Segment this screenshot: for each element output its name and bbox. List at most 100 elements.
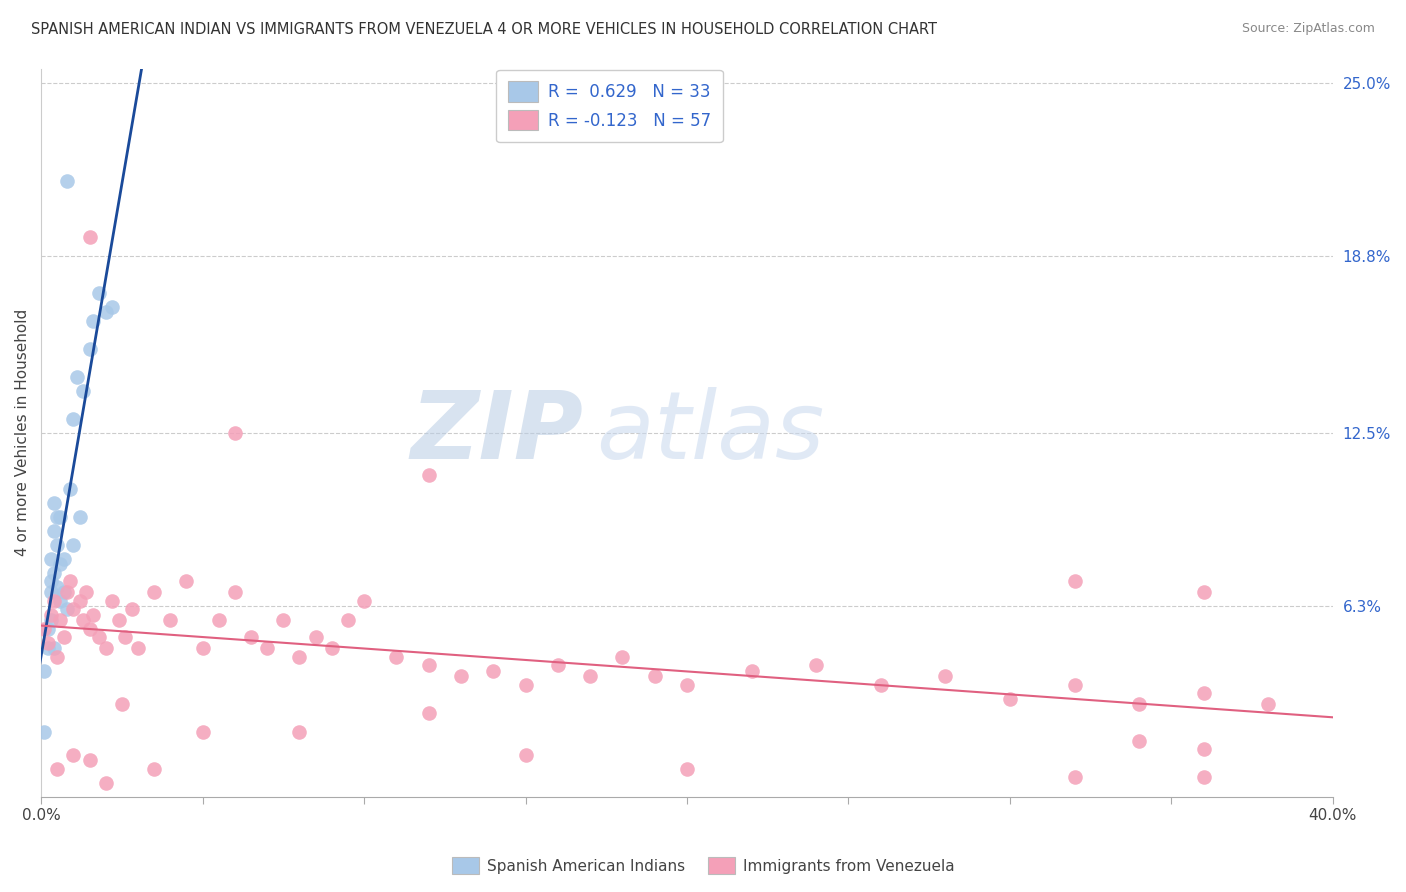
Point — [34, 725, 56, 739]
Point — [94, 305, 117, 319]
Point — [46, 762, 69, 776]
Point — [336, 613, 359, 627]
Point — [143, 585, 166, 599]
Point — [46, 580, 69, 594]
Point — [176, 574, 198, 588]
Point — [94, 641, 117, 656]
Point — [143, 762, 166, 776]
Point — [49, 613, 72, 627]
Point — [62, 747, 84, 762]
Point — [482, 664, 505, 678]
Point — [644, 669, 666, 683]
Point — [69, 509, 91, 524]
Point — [52, 551, 75, 566]
Point — [101, 593, 124, 607]
Point — [676, 678, 699, 692]
Point — [1063, 770, 1085, 784]
Text: Source: ZipAtlas.com: Source: ZipAtlas.com — [1241, 22, 1375, 36]
Point — [127, 641, 149, 656]
Point — [59, 574, 82, 588]
Point — [46, 649, 69, 664]
Legend: R =  0.629   N = 33, R = -0.123   N = 57: R = 0.629 N = 33, R = -0.123 N = 57 — [496, 70, 723, 142]
Point — [46, 509, 69, 524]
Point — [1192, 585, 1215, 599]
Point — [39, 607, 62, 622]
Point — [66, 369, 89, 384]
Point — [101, 300, 124, 314]
Point — [69, 593, 91, 607]
Point — [515, 678, 537, 692]
Point — [34, 664, 56, 678]
Point — [273, 613, 295, 627]
Point — [418, 658, 440, 673]
Point — [56, 585, 79, 599]
Point — [107, 613, 129, 627]
Point — [52, 585, 75, 599]
Point — [304, 630, 326, 644]
Point — [1192, 770, 1215, 784]
Point — [82, 313, 104, 327]
Point — [34, 622, 56, 636]
Point — [75, 585, 97, 599]
Point — [111, 698, 134, 712]
Point — [385, 649, 408, 664]
Point — [62, 602, 84, 616]
Point — [612, 649, 634, 664]
Point — [159, 613, 181, 627]
Point — [418, 467, 440, 482]
Point — [79, 753, 101, 767]
Point — [37, 641, 59, 656]
Point — [59, 482, 82, 496]
Point — [741, 664, 763, 678]
Point — [1128, 733, 1150, 747]
Point — [191, 725, 214, 739]
Point — [62, 411, 84, 425]
Point — [39, 551, 62, 566]
Point — [42, 495, 65, 509]
Point — [1192, 686, 1215, 700]
Point — [806, 658, 828, 673]
Point — [72, 384, 94, 398]
Point — [39, 585, 62, 599]
Point — [418, 706, 440, 720]
Point — [37, 622, 59, 636]
Point — [934, 669, 956, 683]
Point — [62, 538, 84, 552]
Point — [998, 691, 1021, 706]
Point — [579, 669, 602, 683]
Point — [42, 566, 65, 580]
Point — [515, 747, 537, 762]
Point — [1063, 574, 1085, 588]
Point — [49, 509, 72, 524]
Point — [288, 649, 311, 664]
Point — [224, 425, 246, 440]
Point — [79, 342, 101, 356]
Y-axis label: 4 or more Vehicles in Household: 4 or more Vehicles in Household — [15, 309, 30, 557]
Text: SPANISH AMERICAN INDIAN VS IMMIGRANTS FROM VENEZUELA 4 OR MORE VEHICLES IN HOUSE: SPANISH AMERICAN INDIAN VS IMMIGRANTS FR… — [31, 22, 936, 37]
Point — [72, 613, 94, 627]
Point — [1257, 698, 1279, 712]
Legend: Spanish American Indians, Immigrants from Venezuela: Spanish American Indians, Immigrants fro… — [446, 851, 960, 880]
Text: atlas: atlas — [596, 387, 825, 478]
Point — [240, 630, 263, 644]
Point — [89, 630, 111, 644]
Point — [191, 641, 214, 656]
Point — [121, 602, 143, 616]
Point — [676, 762, 699, 776]
Point — [450, 669, 472, 683]
Point — [1192, 742, 1215, 756]
Point — [256, 641, 278, 656]
Point — [39, 574, 62, 588]
Text: ZIP: ZIP — [411, 386, 583, 479]
Point — [1128, 698, 1150, 712]
Point — [208, 613, 231, 627]
Point — [49, 593, 72, 607]
Point — [39, 613, 62, 627]
Point — [49, 558, 72, 572]
Point — [52, 630, 75, 644]
Point — [94, 775, 117, 789]
Point — [42, 593, 65, 607]
Point — [353, 593, 375, 607]
Point — [42, 524, 65, 538]
Point — [321, 641, 343, 656]
